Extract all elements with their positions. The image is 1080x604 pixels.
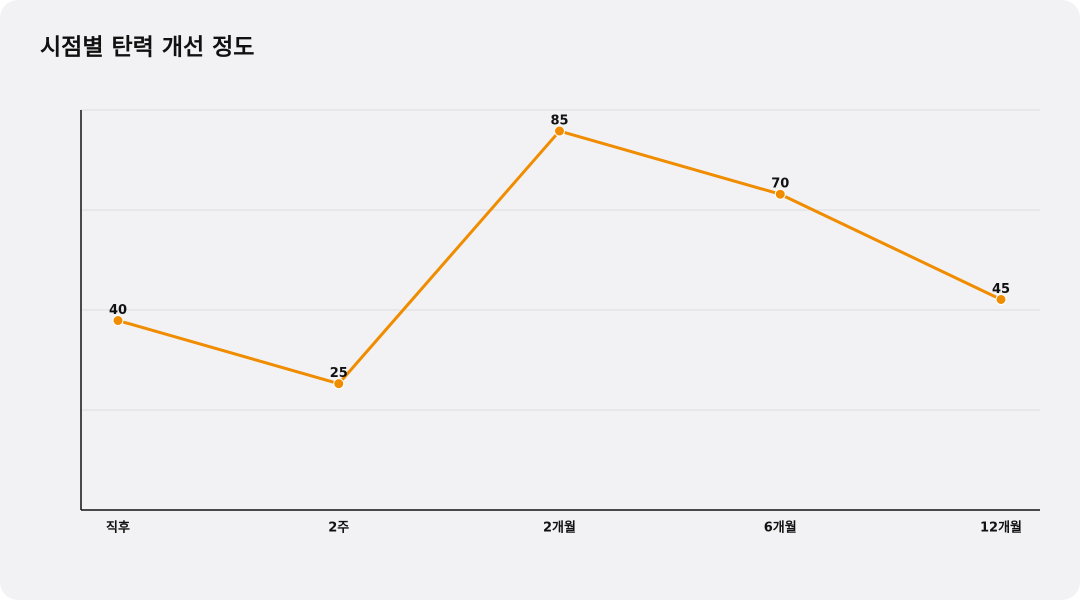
point (774, 188, 786, 200)
x-tick-label: 직후 (106, 520, 130, 536)
data-label: 85 (550, 114, 568, 129)
x-tick-label: 12개월 (980, 520, 1022, 536)
x-tick-label: 2주 (328, 521, 349, 536)
data-label: 40 (109, 303, 127, 318)
point (995, 293, 1007, 305)
data-label: 25 (330, 366, 348, 381)
data-label: 70 (771, 177, 789, 192)
point (112, 315, 124, 327)
x-tick-label: 6개월 (764, 520, 797, 536)
chart-title: 시점별 탄력 개선 정도 (40, 35, 254, 61)
point (333, 378, 345, 390)
data-label: 45 (992, 282, 1010, 297)
x-tick-label: 2개월 (543, 520, 576, 536)
point (554, 125, 565, 137)
